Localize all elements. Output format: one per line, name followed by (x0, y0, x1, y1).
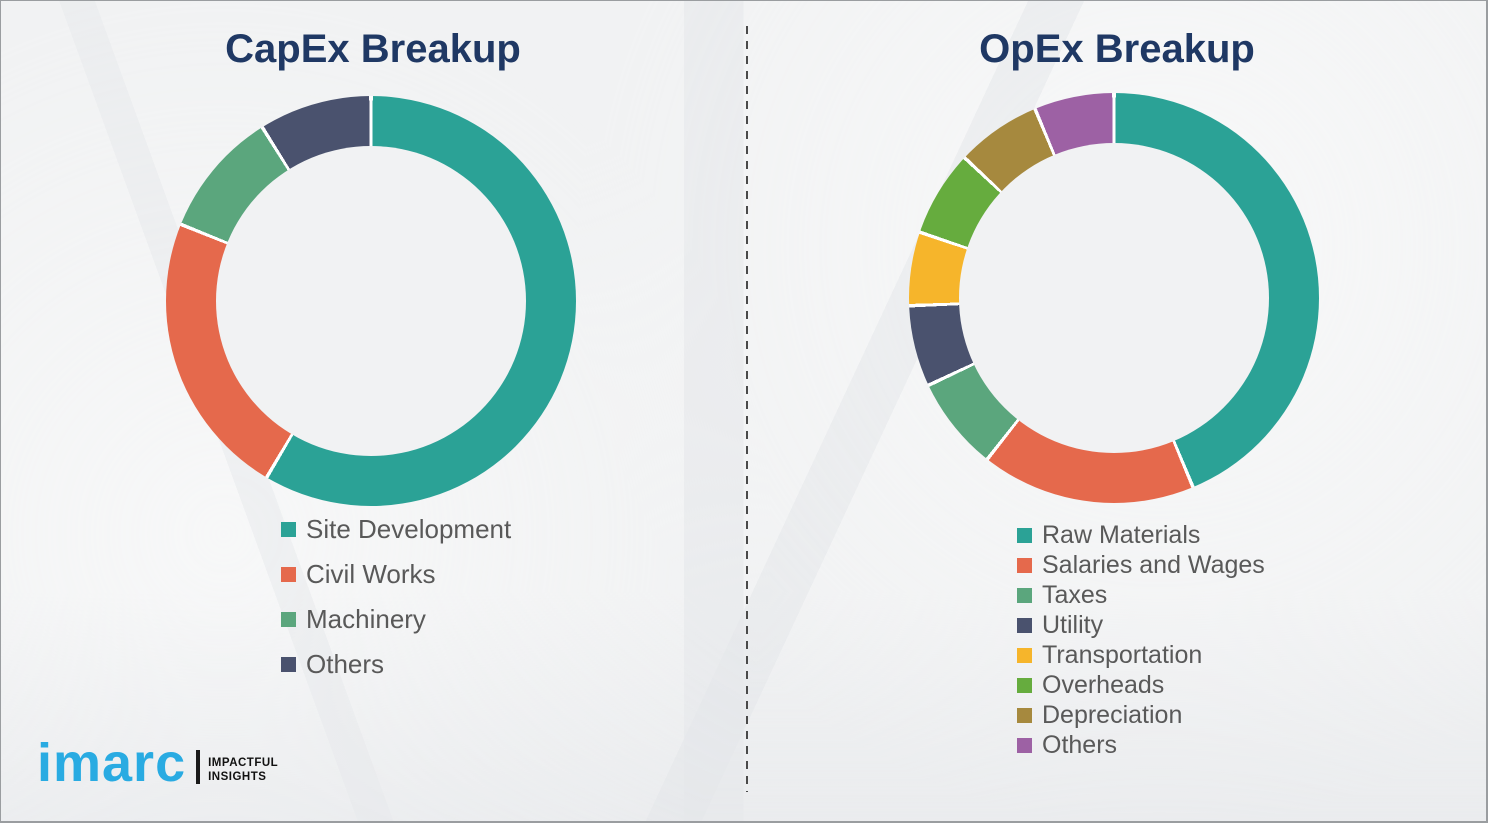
legend-label: Raw Materials (1042, 520, 1201, 549)
legend-swatch (1017, 647, 1032, 663)
legend-label: Salaries and Wages (1042, 550, 1265, 579)
legend-item: Machinery (281, 597, 511, 642)
capex-panel: CapEx Breakup Site Development Civil Work… (1, 1, 745, 821)
center-dashed-divider (746, 26, 748, 792)
capex-donut-chart (166, 96, 576, 506)
legend-item: Transportation (1017, 640, 1265, 670)
legend-swatch (1017, 557, 1032, 573)
imarc-logo-divider-bar (196, 750, 201, 784)
legend-label: Taxes (1042, 580, 1108, 609)
imarc-logo-text: imarc (37, 733, 187, 793)
legend-swatch (1017, 617, 1032, 633)
legend-item: Taxes (1017, 580, 1265, 610)
legend-label: Site Development (306, 514, 512, 544)
legend-label: Others (306, 649, 385, 679)
imarc-tagline-line2: INSIGHTS (208, 771, 267, 783)
opex-title: OpEx Breakup (979, 27, 1255, 71)
capex-legend: Site Development Civil Works Machinery Othe… (281, 507, 511, 687)
legend-item: Salaries and Wages (1017, 550, 1265, 580)
capex-donut-hole (216, 146, 526, 456)
legend-item: Overheads (1017, 670, 1265, 700)
legend-swatch (281, 522, 296, 537)
legend-item: Utility (1017, 610, 1265, 640)
legend-swatch (1017, 707, 1032, 723)
legend-swatch (1017, 587, 1032, 603)
opex-donut-chart (909, 93, 1319, 503)
legend-item: Others (1017, 730, 1265, 760)
legend-swatch (281, 657, 296, 672)
legend-item: Others (281, 642, 511, 687)
imarc-logo: imarc IMPACTFUL INSIGHTS (37, 733, 278, 793)
legend-item: Raw Materials (1017, 520, 1265, 550)
opex-legend: Raw Materials Salaries and Wages Taxes Util… (1017, 520, 1265, 760)
imarc-tagline-line1: IMPACTFUL (208, 757, 279, 769)
legend-label: Overheads (1042, 670, 1165, 699)
legend-label: Civil Works (306, 559, 436, 589)
legend-label: Utility (1042, 610, 1104, 639)
bottom-margin (0, 823, 1488, 836)
legend-label: Transportation (1042, 640, 1203, 669)
legend-swatch (281, 567, 296, 582)
imarc-logo-tagline: IMPACTFUL INSIGHTS (208, 756, 278, 784)
opex-donut-hole (959, 143, 1269, 453)
legend-label: Others (1042, 730, 1118, 759)
opex-panel: OpEx Breakup Raw Materials Salaries and W… (745, 1, 1486, 821)
legend-label: Machinery (306, 604, 426, 634)
legend-label: Depreciation (1042, 700, 1183, 729)
legend-swatch (1017, 527, 1032, 543)
legend-item: Civil Works (281, 552, 511, 597)
legend-swatch (281, 612, 296, 627)
legend-swatch (1017, 677, 1032, 693)
legend-item: Depreciation (1017, 700, 1265, 730)
capex-title: CapEx Breakup (225, 27, 521, 71)
legend-swatch (1017, 737, 1032, 753)
legend-item: Site Development (281, 507, 511, 552)
